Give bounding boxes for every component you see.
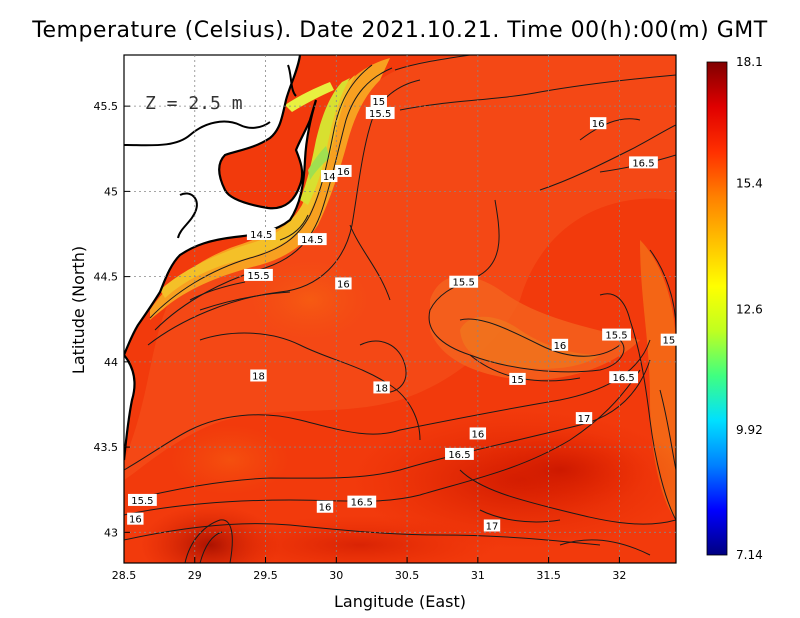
contour-label-box <box>575 412 593 425</box>
x-tick-label: 32 <box>612 569 626 582</box>
contour-label-box <box>244 268 273 281</box>
axis-ticks: 28.5 29 29.5 30 30.5 31 31.5 32 43 43.5 44 44.5 45 45… <box>94 100 627 582</box>
contour-label: 16 <box>337 167 350 178</box>
x-axis-label: Langitude (East) <box>334 592 466 611</box>
y-tick-label: 44.5 <box>94 271 119 284</box>
grid-lines <box>124 55 676 563</box>
contour-label-box <box>365 106 395 119</box>
contour-label-box <box>509 372 526 385</box>
contour-label-box <box>335 277 352 290</box>
contour-label: 16.5 <box>448 450 470 461</box>
x-tick-label: 31 <box>471 569 485 582</box>
contour-label-box <box>127 512 144 525</box>
contour-label: 15.5 <box>247 271 269 282</box>
y-tick-label: 43.5 <box>94 441 119 454</box>
depth-label: Z = 2.5 m <box>145 93 243 114</box>
x-tick-label: 28.5 <box>112 569 137 582</box>
y-tick-label: 45.5 <box>94 100 119 113</box>
contour-label: 15.5 <box>605 331 627 342</box>
temperature-field <box>124 55 676 563</box>
contour-label-box <box>589 117 607 130</box>
contour-label-box <box>629 156 658 169</box>
x-tick-label: 30 <box>329 569 343 582</box>
colorbar-scale <box>706 61 728 556</box>
contour-label: 16 <box>129 515 142 526</box>
contour-label: 16 <box>471 429 484 440</box>
contour-label: 16 <box>554 341 567 352</box>
contour-label-box <box>445 447 474 460</box>
contour-label: 14 <box>323 172 336 183</box>
contour-label: 16.5 <box>612 373 634 384</box>
contour-label: 17 <box>486 521 499 532</box>
contour-label: 18 <box>252 371 265 382</box>
colorbar: 18.1 15.4 12.6 9.92 7.14 <box>706 55 763 562</box>
contour-label-box <box>483 519 501 532</box>
colorbar-tick-label: 7.14 <box>736 548 763 562</box>
contour-label: 16 <box>319 503 332 514</box>
contour-label: 18 <box>375 383 388 394</box>
x-tick-label: 31.5 <box>536 569 561 582</box>
contour-label: 17 <box>578 414 591 425</box>
x-tick-label: 30.5 <box>395 569 420 582</box>
colorbar-tick-label: 9.92 <box>736 423 763 437</box>
plot-frame <box>123 54 677 564</box>
y-tick-label: 45 <box>104 185 118 198</box>
contour-label-box <box>609 371 639 384</box>
contour-label: 16.5 <box>632 158 654 169</box>
contour-label-box <box>316 500 334 513</box>
contour-label: 15.5 <box>453 278 475 289</box>
contour-label: 14.5 <box>301 235 323 246</box>
contour-label-box <box>469 427 487 440</box>
contour-label-box <box>373 381 390 394</box>
contour-lines <box>124 55 676 563</box>
x-tick-label: 29.5 <box>253 569 278 582</box>
contour-label-box <box>602 328 631 341</box>
contour-label-box <box>297 233 327 246</box>
contour-label-box <box>660 333 678 346</box>
contour-label-box <box>551 338 569 351</box>
chart-title: Temperature (Celsius). Date 2021.10.21. … <box>32 18 768 43</box>
y-axis-label: Latitude (North) <box>69 246 88 374</box>
contour-label: 15.5 <box>369 109 391 120</box>
contour-label-box <box>250 369 267 382</box>
contour-label-box <box>449 275 479 288</box>
contour-label-box <box>128 493 157 506</box>
contour-label-box <box>335 164 352 177</box>
contour-label: 14.5 <box>250 230 272 241</box>
colorbar-tick-label: 15.4 <box>736 176 763 190</box>
contour-label-box <box>370 95 387 108</box>
contour-label: 15 <box>511 375 524 386</box>
contour-label: 16 <box>337 279 350 290</box>
colorbar-tick-label: 12.6 <box>736 302 763 316</box>
contour-label-box <box>246 227 276 240</box>
colorbar-tick-label: 18.1 <box>736 55 763 69</box>
contour-label: 16.5 <box>351 498 373 509</box>
y-tick-label: 43 <box>104 526 118 539</box>
contour-label-box <box>347 495 377 508</box>
x-tick-label: 29 <box>188 569 202 582</box>
contour-label: 15.5 <box>131 496 153 507</box>
contour-label: 15 <box>372 97 385 108</box>
contour-label: 16 <box>592 119 605 130</box>
y-tick-label: 44 <box>104 356 118 369</box>
contour-label: 15 <box>663 336 676 347</box>
contour-label-box <box>321 170 338 183</box>
